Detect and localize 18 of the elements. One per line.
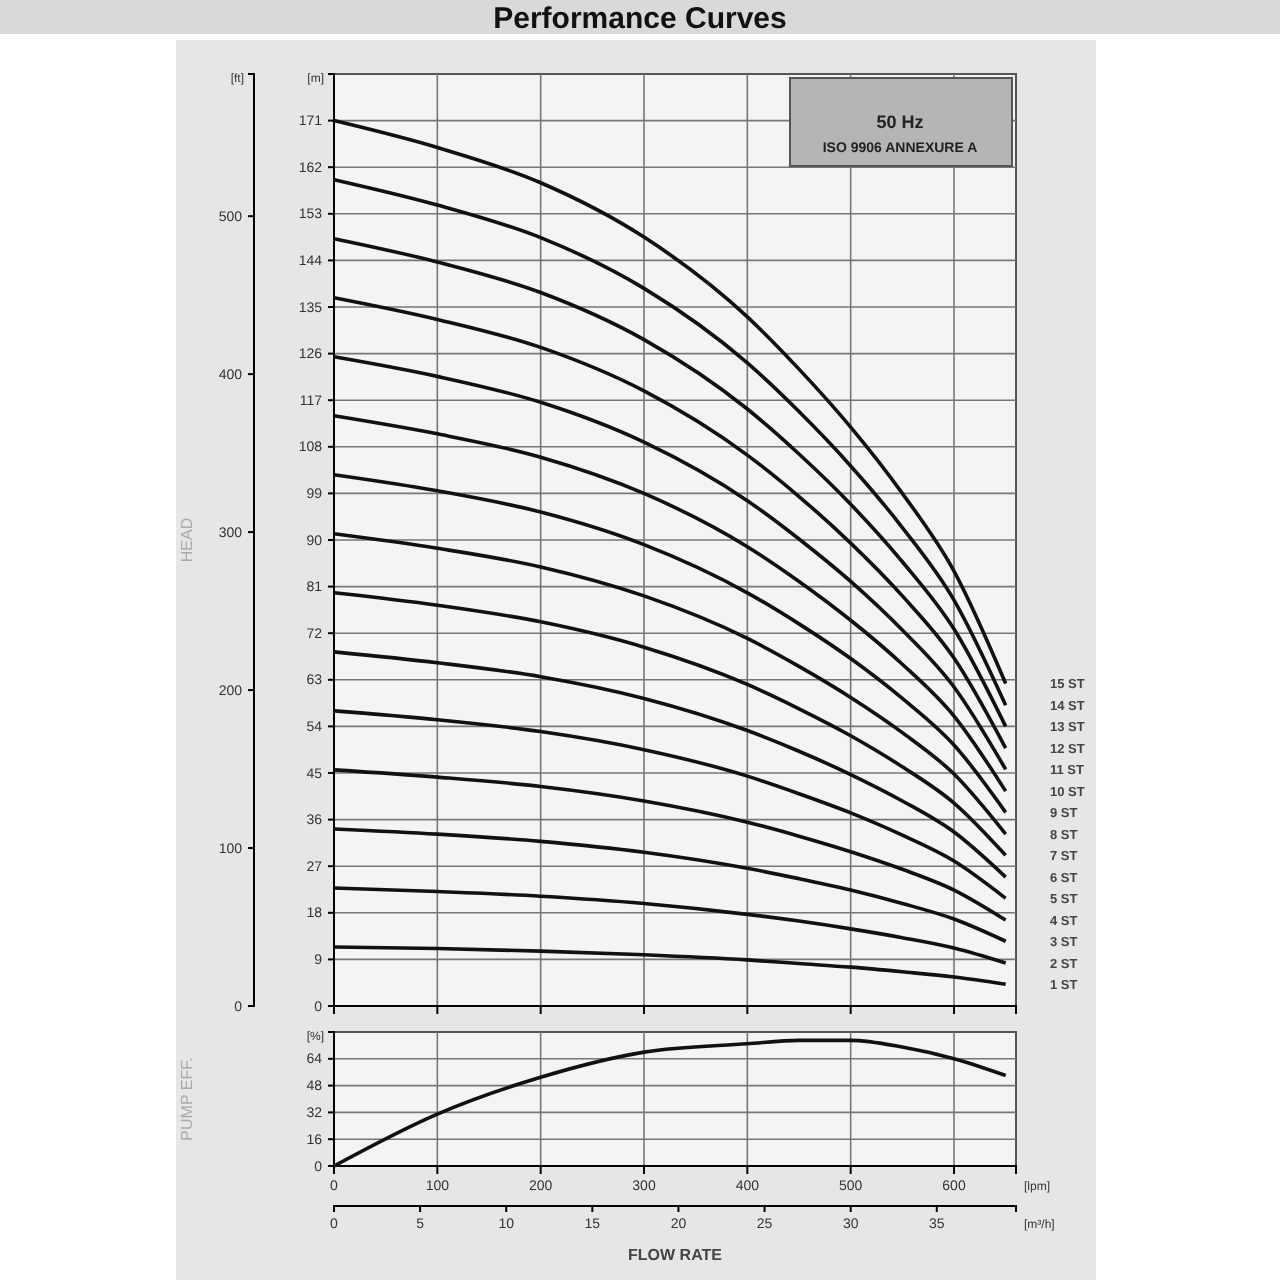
line-series — [332, 354, 1008, 772]
line-series — [332, 768, 1008, 922]
line-series — [332, 886, 1008, 965]
chart-title: Performance Curves — [493, 2, 787, 36]
y-axis-title: PUMP EFF. — [178, 1057, 196, 1141]
line-series — [332, 531, 1008, 836]
y2-axis-title: HEAD — [178, 517, 196, 563]
annotation: 50 Hz — [876, 112, 925, 132]
line-series — [332, 413, 1008, 793]
line-series — [332, 472, 1008, 815]
line-series — [332, 709, 1008, 901]
line-series — [332, 827, 1008, 944]
line-series — [332, 650, 1008, 879]
line-series — [332, 1038, 1008, 1168]
line-series — [332, 945, 1008, 987]
x-axis-title: FLOW RATE — [628, 1246, 724, 1264]
line-series — [332, 591, 1008, 858]
line-series — [332, 295, 1008, 750]
